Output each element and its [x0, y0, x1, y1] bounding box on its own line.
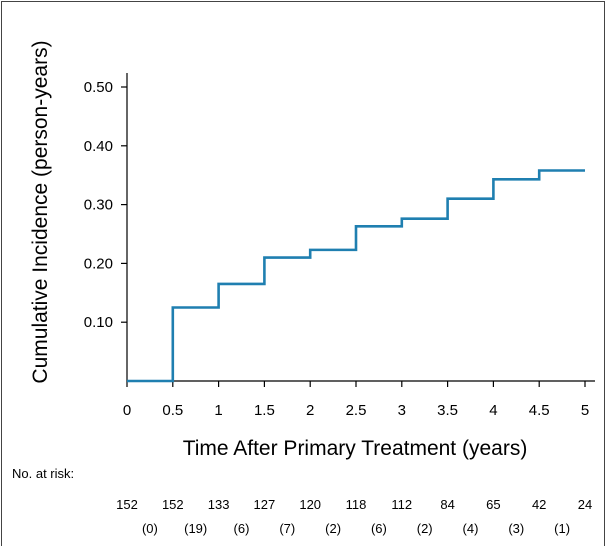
- at-risk-count: 65: [486, 497, 500, 512]
- event-count: (19): [184, 521, 207, 536]
- x-tick-label: 3.5: [437, 402, 458, 419]
- at-risk-count: 84: [440, 497, 454, 512]
- y-tick-label: 0.30: [84, 197, 113, 214]
- x-tick-label: 4: [489, 402, 497, 419]
- x-tick-label: 2.5: [346, 402, 367, 419]
- x-axis-title: Time After Primary Treatment (years): [183, 437, 528, 460]
- at-risk-count: 24: [578, 497, 592, 512]
- x-tick-label: 2: [306, 402, 314, 419]
- event-count: (6): [234, 521, 250, 536]
- at-risk-count: 152: [162, 497, 184, 512]
- at-risk-count: 152: [116, 497, 138, 512]
- event-count: (7): [279, 521, 295, 536]
- at-risk-count: 112: [391, 497, 412, 512]
- event-count: (2): [325, 521, 341, 536]
- risk-table-label: No. at risk:: [12, 466, 74, 481]
- event-count: (0): [142, 521, 158, 536]
- step-line-series: [127, 169, 585, 383]
- y-axis-title: Cumulative Incidence (person-years): [29, 40, 52, 383]
- x-tick-label: 0.5: [162, 402, 183, 419]
- x-tick-label: 0: [123, 402, 131, 419]
- x-tick-label: 5: [581, 402, 589, 419]
- at-risk-count: 120: [299, 497, 321, 512]
- x-tick-label: 1: [214, 402, 222, 419]
- y-tick-label: 0.20: [84, 255, 113, 272]
- at-risk-count: 133: [208, 497, 230, 512]
- at-risk-count: 42: [532, 497, 546, 512]
- event-count: (4): [463, 521, 479, 536]
- y-tick-label: 0.40: [84, 138, 113, 155]
- event-count: (6): [371, 521, 387, 536]
- x-tick-label: 4.5: [529, 402, 550, 419]
- x-tick-label: 3: [398, 402, 406, 419]
- event-count: (3): [508, 521, 524, 536]
- at-risk-count: 118: [346, 497, 367, 512]
- y-tick-label: 0.50: [84, 79, 113, 96]
- x-tick-label: 1.5: [254, 402, 275, 419]
- event-count: (1): [554, 521, 570, 536]
- at-risk-count: 127: [254, 497, 276, 512]
- event-count: (2): [417, 521, 433, 536]
- y-tick-label: 0.10: [84, 314, 113, 331]
